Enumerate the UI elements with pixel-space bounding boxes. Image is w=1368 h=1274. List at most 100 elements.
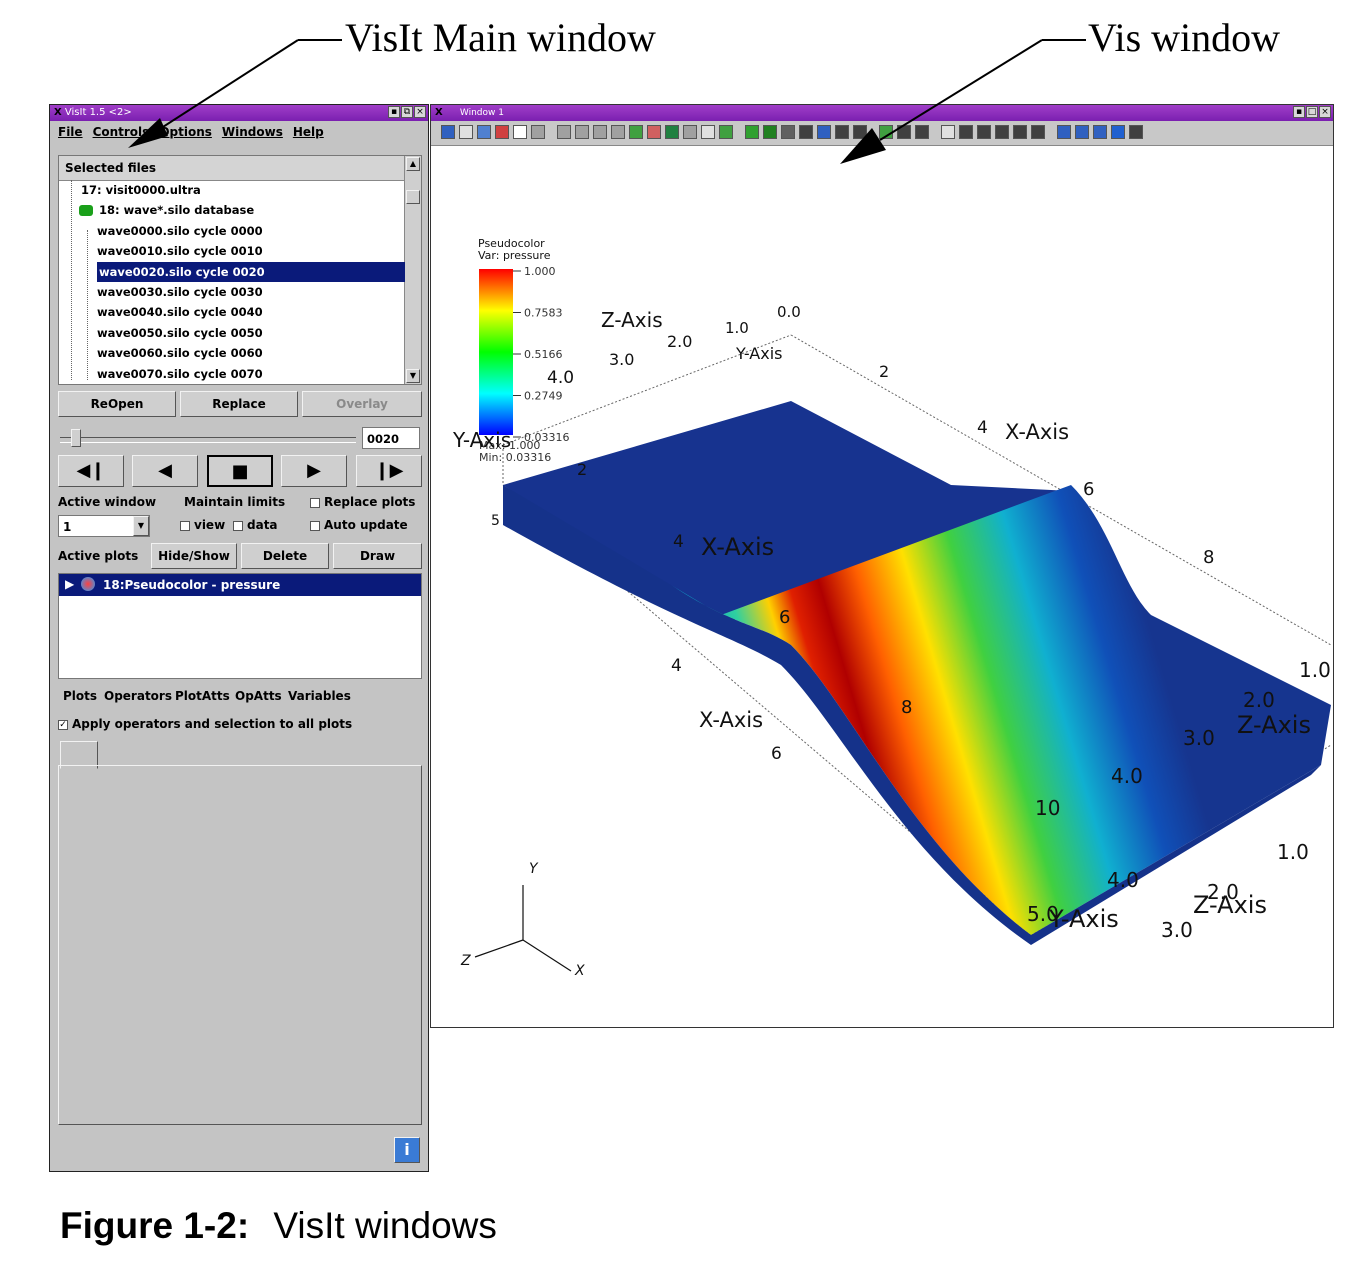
toolbar-tool-icon[interactable] bbox=[1031, 125, 1045, 139]
step-back-button[interactable]: ◀❙ bbox=[58, 455, 124, 487]
variables-menu[interactable]: Variables bbox=[288, 689, 351, 703]
checkbox-box[interactable] bbox=[310, 497, 320, 508]
overlay-button[interactable]: Overlay bbox=[302, 391, 422, 417]
time-slider-handle[interactable] bbox=[71, 429, 82, 447]
toolbar-tool-icon[interactable] bbox=[853, 125, 867, 139]
toolbar-tool-icon[interactable] bbox=[781, 125, 795, 139]
active-plots-list[interactable]: ▶ 18:Pseudocolor - pressure bbox=[58, 573, 422, 679]
toolbar-tool-icon[interactable] bbox=[647, 125, 661, 139]
plotatts-menu[interactable]: PlotAtts bbox=[175, 689, 230, 703]
menu-file[interactable]: File bbox=[58, 125, 83, 139]
replace-button[interactable]: Replace bbox=[180, 391, 298, 417]
toolbar-tool-icon[interactable] bbox=[611, 125, 625, 139]
vis-window-titlebar[interactable]: X Window 1 ▪ □ × bbox=[431, 105, 1333, 121]
expand-triangle-icon[interactable]: ▶ bbox=[65, 577, 75, 591]
plot-canvas[interactable]: Pseudocolor Var: pressure 1.000 0.7583 0.5… bbox=[431, 145, 1333, 1027]
toolbar-tool-icon[interactable] bbox=[575, 125, 589, 139]
toolbar-tool-icon[interactable] bbox=[879, 125, 893, 139]
toolbar-tool-icon[interactable] bbox=[897, 125, 911, 139]
list-item[interactable]: wave0030.silo cycle 0030 bbox=[97, 284, 263, 299]
toolbar-tool-icon[interactable] bbox=[441, 125, 455, 139]
scroll-down-icon[interactable]: ▼ bbox=[406, 369, 420, 383]
toolbar-tool-icon[interactable] bbox=[817, 125, 831, 139]
maintain-view-checkbox[interactable]: view bbox=[180, 518, 225, 532]
toolbar-tool-icon[interactable] bbox=[683, 125, 697, 139]
checkbox-box[interactable]: ✓ bbox=[58, 719, 68, 730]
toolbar-tool-icon[interactable] bbox=[1111, 125, 1125, 139]
active-window-select[interactable]: 1 ▼ bbox=[58, 515, 150, 537]
toolbar-tool-icon[interactable] bbox=[593, 125, 607, 139]
toolbar-tool-icon[interactable] bbox=[995, 125, 1009, 139]
time-field[interactable]: 0020 bbox=[362, 427, 420, 449]
toolbar-tool-icon[interactable] bbox=[629, 125, 643, 139]
toolbar-tool-icon[interactable] bbox=[495, 125, 509, 139]
info-icon[interactable]: i bbox=[394, 1137, 420, 1163]
toolbar-tool-icon[interactable] bbox=[1013, 125, 1027, 139]
plot-entry[interactable]: ▶ 18:Pseudocolor - pressure bbox=[59, 574, 421, 596]
toolbar-tool-icon[interactable] bbox=[1093, 125, 1107, 139]
list-item[interactable]: wave0000.silo cycle 0000 bbox=[97, 223, 263, 238]
selected-files-list[interactable]: Selected files ▲ ▼ 17: visit0000.ultra 1… bbox=[58, 155, 422, 385]
maintain-data-checkbox[interactable]: data bbox=[233, 518, 278, 532]
close-icon[interactable]: × bbox=[414, 106, 426, 118]
operators-menu[interactable]: Operators bbox=[104, 689, 172, 703]
list-item[interactable]: 17: visit0000.ultra bbox=[81, 183, 201, 197]
menu-options[interactable]: Options bbox=[159, 125, 212, 139]
close-icon[interactable]: × bbox=[1319, 106, 1331, 118]
checkbox-box[interactable] bbox=[180, 520, 190, 531]
play-button[interactable]: ▶ bbox=[281, 455, 347, 487]
files-scrollbar[interactable]: ▲ ▼ bbox=[404, 156, 421, 384]
toolbar-tool-icon[interactable] bbox=[665, 125, 679, 139]
apply-all-checkbox[interactable]: ✓ Apply operators and selection to all pl… bbox=[58, 717, 353, 731]
toolbar-tool-icon[interactable] bbox=[959, 125, 973, 139]
notepad-tab[interactable] bbox=[60, 741, 98, 769]
list-item[interactable]: wave0050.silo cycle 0050 bbox=[97, 325, 263, 340]
toolbar-tool-icon[interactable] bbox=[763, 125, 777, 139]
reverse-play-button[interactable]: ◀ bbox=[132, 455, 198, 487]
list-item[interactable]: wave0070.silo cycle 0070 bbox=[97, 366, 263, 381]
files-header[interactable]: Selected files bbox=[59, 156, 405, 181]
maximize-icon[interactable]: □ bbox=[1306, 106, 1318, 118]
toolbar-tool-icon[interactable] bbox=[1057, 125, 1071, 139]
scroll-thumb[interactable] bbox=[406, 190, 420, 204]
toolbar-tool-icon[interactable] bbox=[799, 125, 813, 139]
toolbar-tool-icon[interactable] bbox=[701, 125, 715, 139]
toolbar-tool-icon[interactable] bbox=[557, 125, 571, 139]
maximize-icon[interactable]: ⧉ bbox=[401, 106, 413, 118]
toolbar-tool-icon[interactable] bbox=[835, 125, 849, 139]
replace-plots-checkbox[interactable]: Replace plots bbox=[310, 495, 415, 509]
plots-menu[interactable]: Plots bbox=[63, 689, 98, 703]
draw-button[interactable]: Draw bbox=[333, 543, 422, 569]
toolbar-tool-icon[interactable] bbox=[531, 125, 545, 139]
toolbar-tool-icon[interactable] bbox=[915, 125, 929, 139]
toolbar-tool-icon[interactable] bbox=[477, 125, 491, 139]
toolbar-tool-icon[interactable] bbox=[745, 125, 759, 139]
step-forward-button[interactable]: ❙▶ bbox=[356, 455, 422, 487]
list-item[interactable]: wave0040.silo cycle 0040 bbox=[97, 305, 263, 320]
main-window-titlebar[interactable]: X VisIt 1.5 <2> ▪ ⧉ × bbox=[50, 105, 428, 121]
reopen-button[interactable]: ReOpen bbox=[58, 391, 176, 417]
toolbar-tool-icon[interactable] bbox=[459, 125, 473, 139]
toolbar-tool-icon[interactable] bbox=[513, 125, 527, 139]
toolbar-tool-icon[interactable] bbox=[1075, 125, 1089, 139]
time-slider[interactable] bbox=[60, 437, 356, 443]
toolbar-tool-icon[interactable] bbox=[1129, 125, 1143, 139]
toolbar-tool-icon[interactable] bbox=[719, 125, 733, 139]
list-item[interactable]: wave0010.silo cycle 0010 bbox=[97, 244, 263, 259]
scroll-up-icon[interactable]: ▲ bbox=[406, 157, 420, 171]
checkbox-box[interactable] bbox=[310, 520, 320, 531]
list-item[interactable]: wave0020.silo cycle 0020 bbox=[59, 261, 405, 282]
minimize-icon[interactable]: ▪ bbox=[1293, 106, 1305, 118]
toolbar-tool-icon[interactable] bbox=[941, 125, 955, 139]
hide-show-button[interactable]: Hide/Show bbox=[151, 543, 237, 569]
checkbox-box[interactable] bbox=[233, 520, 243, 531]
chevron-down-icon[interactable]: ▼ bbox=[133, 516, 149, 536]
minimize-icon[interactable]: ▪ bbox=[388, 106, 400, 118]
menu-windows[interactable]: Windows bbox=[221, 125, 283, 139]
menu-controls[interactable]: Controls bbox=[92, 125, 150, 139]
list-item[interactable]: 18: wave*.silo database bbox=[59, 200, 405, 220]
menu-help[interactable]: Help bbox=[292, 125, 324, 139]
toolbar-tool-icon[interactable] bbox=[977, 125, 991, 139]
auto-update-checkbox[interactable]: Auto update bbox=[310, 518, 408, 532]
list-item[interactable]: wave0060.silo cycle 0060 bbox=[97, 346, 263, 361]
